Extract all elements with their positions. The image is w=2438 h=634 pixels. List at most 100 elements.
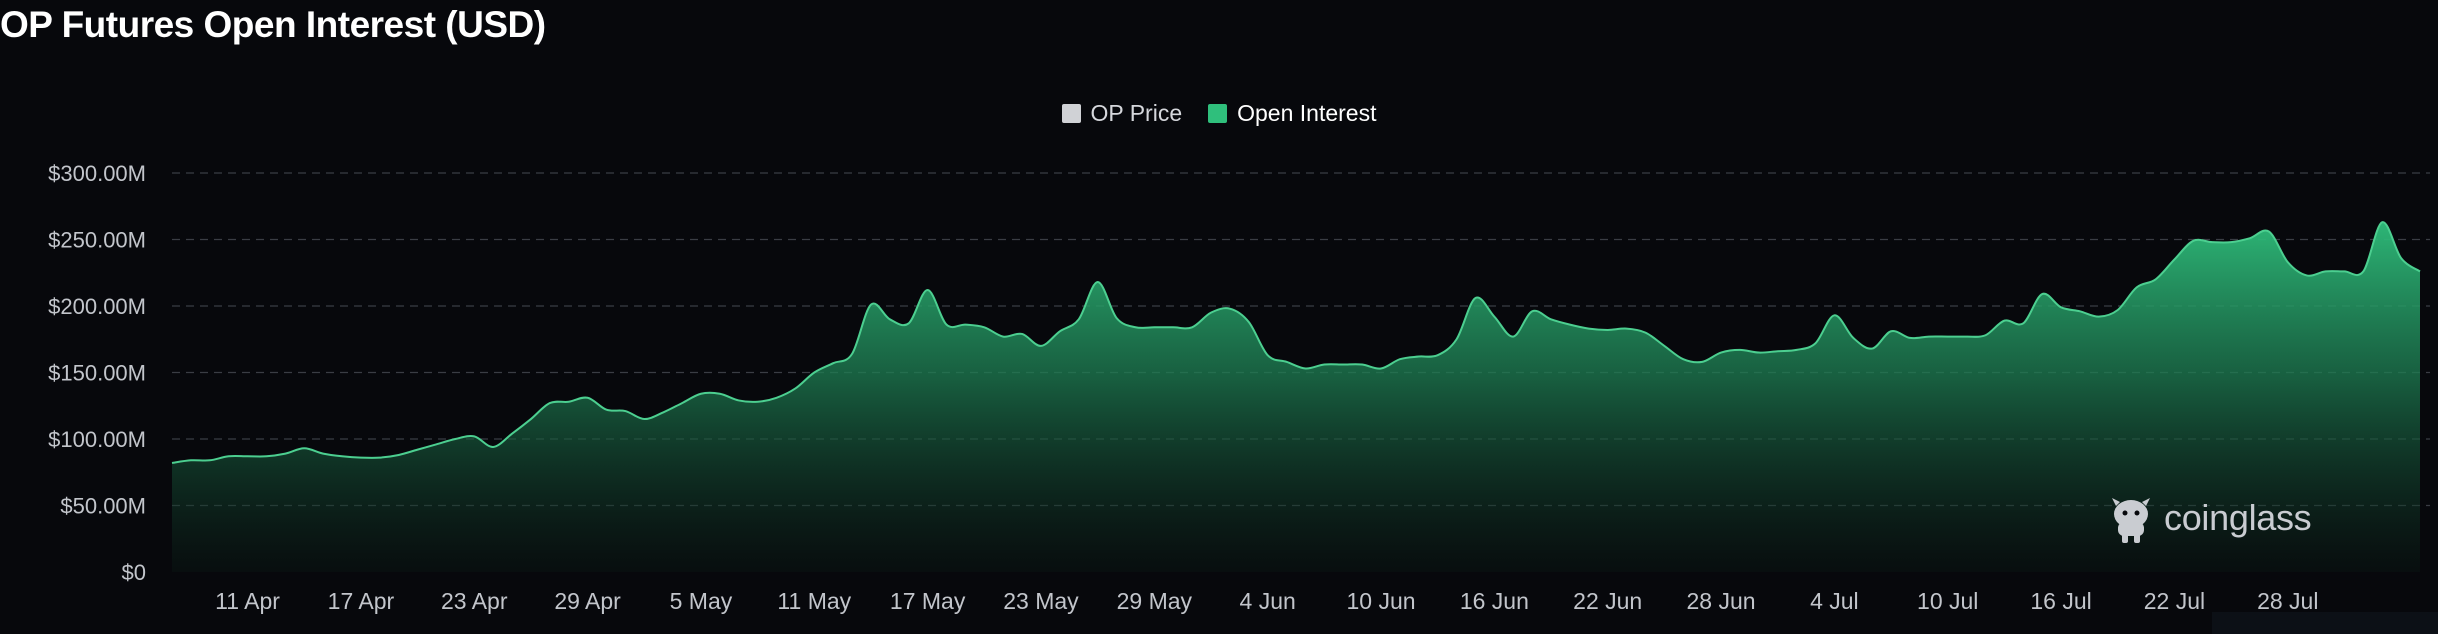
- data-point: [756, 400, 759, 403]
- data-point: [1908, 336, 1911, 339]
- data-point: [1663, 344, 1666, 347]
- data-point: [1493, 315, 1496, 318]
- data-point: [1361, 363, 1364, 366]
- data-point: [1134, 326, 1137, 329]
- data-point: [1720, 351, 1723, 354]
- data-point: [1776, 350, 1779, 353]
- x-tick-label: 11 May: [777, 588, 851, 614]
- data-point: [1568, 323, 1571, 326]
- data-point: [1436, 354, 1439, 357]
- y-axis: $0 $50.00M $100.00M $150.00M $200.00M $250.00…: [48, 161, 146, 585]
- data-point: [2305, 274, 2308, 277]
- data-point: [208, 459, 211, 462]
- data-point: [2248, 237, 2251, 240]
- data-point: [832, 362, 835, 365]
- data-point: [1039, 344, 1042, 347]
- data-point: [1550, 318, 1553, 321]
- x-tick-label: 29 Apr: [554, 588, 621, 614]
- x-tick-label: 22 Jul: [2144, 588, 2205, 614]
- legend-item-open-interest[interactable]: Open Interest: [1208, 100, 1376, 127]
- data-point: [2211, 241, 2214, 244]
- legend-label-open-interest: Open Interest: [1237, 100, 1377, 126]
- data-point: [2419, 270, 2422, 273]
- data-point: [1682, 358, 1685, 361]
- data-point: [1153, 326, 1156, 329]
- data-point: [662, 411, 665, 414]
- data-point: [284, 452, 287, 455]
- data-point: [1984, 334, 1987, 337]
- legend-swatch-op-price: [1061, 104, 1081, 123]
- data-point: [416, 448, 419, 451]
- data-point: [643, 418, 646, 421]
- data-point: [529, 418, 532, 421]
- data-point: [1115, 316, 1118, 319]
- data-point: [435, 443, 438, 446]
- y-tick-label: $150.00M: [48, 361, 146, 386]
- data-point: [2135, 286, 2138, 289]
- data-point: [454, 438, 457, 441]
- watermark-text: coinglass: [2164, 497, 2312, 538]
- data-point: [737, 399, 740, 402]
- x-tick-label: 4 Jul: [1810, 588, 1859, 614]
- x-tick-label: 23 Apr: [441, 588, 508, 614]
- data-point: [2022, 322, 2025, 325]
- x-tick-label: 5 May: [670, 588, 733, 614]
- data-point: [341, 455, 344, 458]
- open-interest-series: [171, 221, 2422, 572]
- data-point: [869, 303, 872, 306]
- data-point: [1342, 363, 1345, 366]
- data-point: [1833, 314, 1836, 317]
- data-point: [1191, 326, 1194, 329]
- data-point: [511, 432, 514, 435]
- data-point: [2400, 257, 2403, 260]
- x-tick-label: 17 May: [890, 588, 966, 614]
- data-point: [1002, 335, 1005, 338]
- data-point: [359, 456, 362, 459]
- data-point: [378, 456, 381, 459]
- x-tick-label: 16 Jun: [1460, 588, 1529, 614]
- legend-item-op-price[interactable]: OP Price: [1061, 100, 1182, 127]
- data-point: [813, 371, 816, 374]
- data-point: [246, 455, 249, 458]
- data-point: [794, 387, 797, 390]
- data-point: [2381, 221, 2384, 224]
- y-tick-label: $200.00M: [48, 294, 146, 319]
- data-point: [265, 455, 268, 458]
- x-tick-label: 23 May: [1003, 588, 1079, 614]
- data-point: [2324, 270, 2327, 273]
- data-point: [1701, 360, 1704, 363]
- data-point: [1795, 348, 1798, 351]
- data-point: [1077, 318, 1080, 321]
- page-title: OP Futures Open Interest (USD): [0, 4, 546, 45]
- x-tick-label: 28 Jul: [2257, 588, 2318, 614]
- data-point: [1644, 331, 1647, 334]
- data-point: [1606, 328, 1609, 331]
- x-tick-label: 11 Apr: [215, 588, 280, 614]
- data-point: [2286, 261, 2289, 264]
- data-point: [1512, 335, 1515, 338]
- data-point: [699, 392, 702, 395]
- data-point: [1757, 351, 1760, 354]
- x-tick-label: 16 Jul: [2030, 588, 2091, 614]
- data-point: [2173, 258, 2176, 261]
- data-point: [189, 459, 192, 462]
- y-tick-label: $250.00M: [48, 228, 146, 253]
- data-point: [322, 452, 325, 455]
- data-point: [1587, 327, 1590, 330]
- data-point: [888, 318, 891, 321]
- x-tick-label: 10 Jul: [1917, 588, 1978, 614]
- y-tick-label: $300.00M: [48, 161, 146, 186]
- data-point: [2003, 319, 2006, 322]
- open-interest-line: [171, 221, 2421, 464]
- open-interest-area: [172, 222, 2420, 572]
- data-point: [1228, 307, 1231, 310]
- data-point: [1927, 335, 1930, 338]
- data-point: [1172, 326, 1175, 329]
- data-point: [851, 352, 854, 355]
- coinglass-logo-icon: [2112, 498, 2150, 543]
- data-point: [1625, 327, 1628, 330]
- data-point: [1285, 360, 1288, 363]
- x-tick-label: 17 Apr: [328, 588, 395, 614]
- data-point: [1058, 330, 1061, 333]
